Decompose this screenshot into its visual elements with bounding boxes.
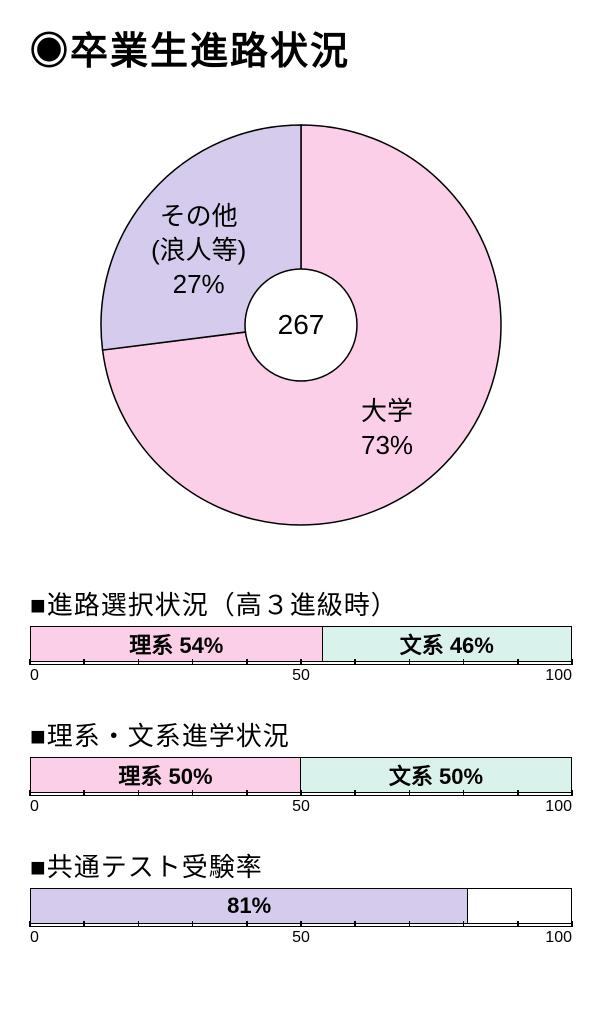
axis-tick (463, 921, 465, 927)
bar-segment: 文系 50% (301, 758, 571, 792)
axis-tick (409, 790, 411, 796)
axis-tick (300, 659, 302, 665)
pie-center-value: 267 (278, 309, 325, 341)
bar-outer: 理系 50%文系 50% (30, 757, 572, 793)
axis-label: 0 (30, 667, 39, 685)
pie-label-line: 27% (151, 268, 246, 302)
pie-label-line: (浪人等) (151, 234, 246, 268)
axis-tick (517, 659, 519, 665)
pie-label-line: 大学 (361, 395, 413, 429)
axis-label: 0 (30, 798, 39, 816)
axis-tick (138, 790, 140, 796)
axis-tick (192, 921, 194, 927)
bar-block: ■理系・文系進学状況理系 50%文系 50% 0 50 100 (30, 716, 572, 819)
axis-tick (354, 790, 356, 796)
axis-label: 0 (30, 929, 39, 947)
axis-tick (463, 659, 465, 665)
axis-tick (246, 659, 248, 665)
axis-tick (300, 921, 302, 927)
pie-chart: 267 大学73% その他(浪人等)27% (81, 105, 521, 545)
axis-tick (29, 921, 31, 927)
bar-outer: 81% (30, 888, 572, 924)
bar-title: ■共通テスト受験率 (30, 847, 572, 884)
bar-title: ■進路選択状況（高３進級時） (30, 585, 572, 622)
axis-tick (354, 921, 356, 927)
axis-tick (192, 659, 194, 665)
bar-axis: 0 50 100 (30, 664, 572, 688)
axis-tick (571, 659, 573, 665)
axis-tick (409, 921, 411, 927)
axis-tick (138, 921, 140, 927)
bars-container: ■進路選択状況（高３進級時）理系 54%文系 46%050100■理系・文系進学… (30, 585, 572, 950)
pie-label-line: その他 (151, 200, 246, 234)
axis-tick (246, 921, 248, 927)
axis-tick (463, 790, 465, 796)
axis-tick (29, 790, 31, 796)
axis-label: 100 (545, 798, 572, 816)
bar-axis: 0 50 100 (30, 795, 572, 819)
axis-label: 100 (545, 929, 572, 947)
pie-slice-label: 大学73% (361, 395, 413, 463)
pie-label-line: 73% (361, 429, 413, 463)
axis-tick (517, 790, 519, 796)
axis-tick (83, 659, 85, 665)
axis-tick (246, 790, 248, 796)
bar-segment: 理系 50% (31, 758, 301, 792)
page-title: ◉卒業生進路状況 (30, 20, 572, 75)
pie-slice-label: その他(浪人等)27% (151, 200, 246, 301)
bar-title: ■理系・文系進学状況 (30, 716, 572, 753)
axis-tick (138, 659, 140, 665)
bar-block: ■進路選択状況（高３進級時） 理系 54%文系 46% 0 50 100 (30, 585, 572, 688)
bar-block: ■共通テスト受験率 81% 0 50 100 (30, 847, 572, 950)
axis-tick (300, 790, 302, 796)
axis-tick (354, 659, 356, 665)
axis-label: 50 (292, 798, 310, 816)
bar-segment: 文系 46% (323, 627, 571, 661)
axis-tick (571, 921, 573, 927)
bar-segment: 81% (31, 889, 468, 923)
bar-segment: 理系 54% (31, 627, 323, 661)
bar-segment (468, 889, 571, 923)
axis-tick (192, 790, 194, 796)
axis-label: 50 (292, 929, 310, 947)
axis-tick (83, 921, 85, 927)
axis-label: 50 (292, 667, 310, 685)
axis-tick (83, 790, 85, 796)
bar-outer: 理系 54%文系 46% (30, 626, 572, 662)
axis-label: 100 (545, 667, 572, 685)
axis-tick (571, 790, 573, 796)
axis-tick (517, 921, 519, 927)
bar-axis: 0 50 100 (30, 926, 572, 950)
axis-tick (29, 659, 31, 665)
axis-tick (409, 659, 411, 665)
pie-chart-section: 267 大学73% その他(浪人等)27% (30, 105, 572, 545)
